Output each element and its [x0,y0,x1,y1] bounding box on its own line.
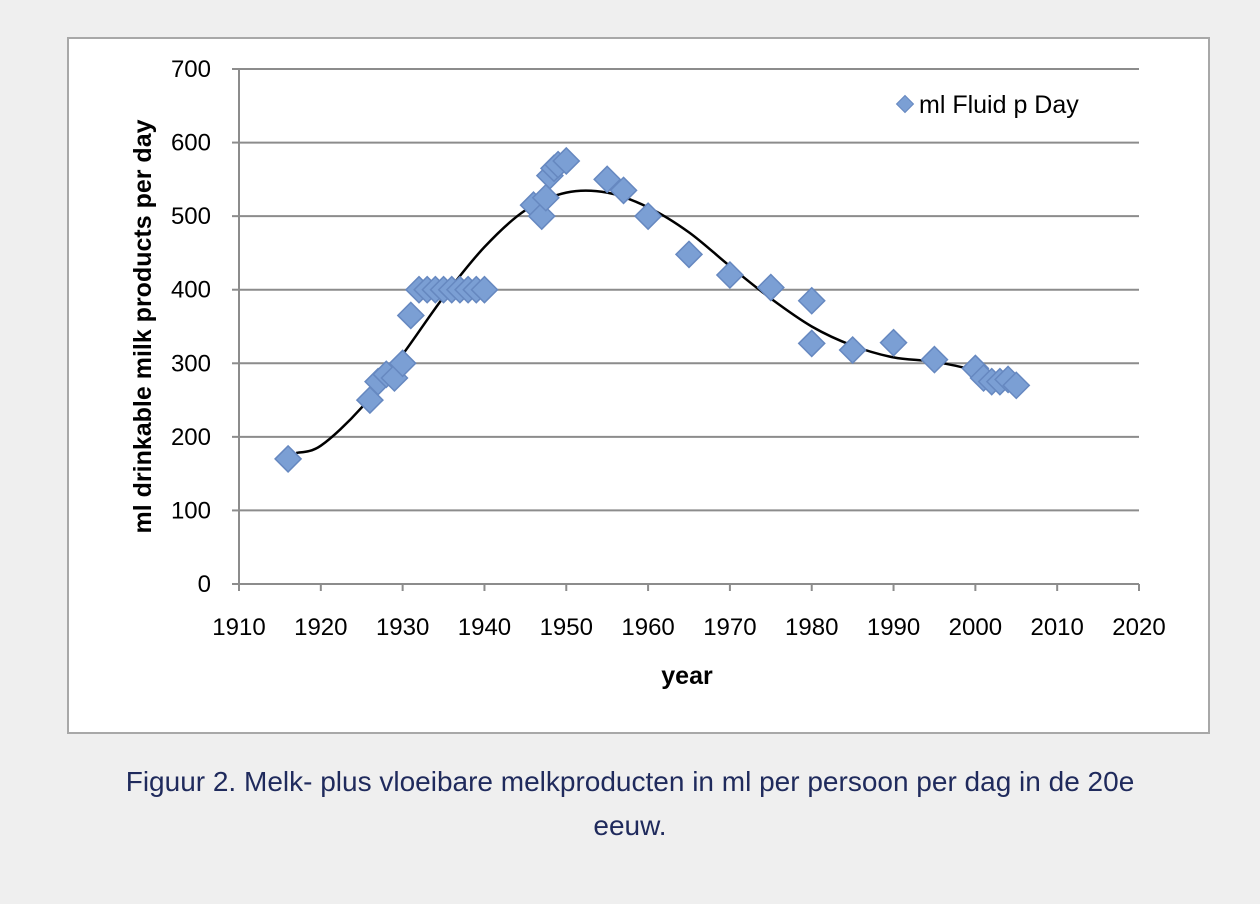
data-point [470,275,499,304]
data-point [920,345,949,374]
data-point [756,273,785,302]
data-point [609,176,638,205]
y-tick-label: 300 [171,350,211,377]
x-tick-label: 2000 [949,614,1002,641]
x-tick-label: 2020 [1112,614,1165,641]
data-point [552,146,581,176]
x-tick-label: 1960 [621,614,674,641]
data-point [674,240,704,269]
figure-caption: Figuur 2. Melk- plus vloeibare melkprodu… [30,760,1230,848]
data-point [531,183,560,212]
x-tick-label: 2010 [1030,614,1083,641]
caption-line-1: Figuur 2. Melk- plus vloeibare melkprodu… [125,766,1135,797]
y-tick-label: 100 [171,497,211,524]
caption-line-2: eeuw. [593,810,667,841]
legend-label: ml Fluid p Day [919,91,1079,119]
chart-frame: 0 100 200 300 400 500 600 700 1910 1920 1930 1940 19… [67,37,1210,734]
data-point [715,260,744,290]
y-tick-label: 500 [171,203,211,230]
data-point [634,202,663,231]
legend-marker [895,94,915,114]
x-tick-label: 1990 [867,614,920,641]
x-tick-label: 1920 [294,614,347,641]
y-axis-title: ml drinkable milk products per day [129,119,157,533]
data-point [274,444,303,473]
y-tick-label: 400 [171,277,211,304]
axes [232,68,1140,591]
legend: ml Fluid p Day [895,91,1079,119]
data-point [388,349,417,378]
y-tick-label: 700 [171,56,211,83]
tick-labels: 0 100 200 300 400 500 600 700 1910 1920 1930 1940 19… [171,56,1166,641]
data-point [1002,371,1031,400]
data-point [838,335,867,365]
data-point [396,301,425,330]
x-tick-label: 1950 [540,614,593,641]
data-point [527,202,556,231]
data-point [797,329,826,358]
x-tick-label: 1910 [212,614,265,641]
data-point [593,165,622,194]
y-tick-label: 600 [171,130,211,157]
x-axis-title: year [661,662,713,690]
x-tick-label: 1980 [785,614,838,641]
y-tick-label: 200 [171,424,211,451]
data-points [274,146,1031,473]
x-tick-label: 1940 [458,614,511,641]
scatter-chart: 0 100 200 300 400 500 600 700 1910 1920 1930 1940 19… [129,56,1166,690]
x-tick-label: 1930 [376,614,429,641]
gridlines [239,68,1139,512]
data-point [797,286,826,315]
x-tick-label: 1970 [703,614,756,641]
data-point [879,328,908,357]
y-tick-label: 0 [198,571,211,598]
